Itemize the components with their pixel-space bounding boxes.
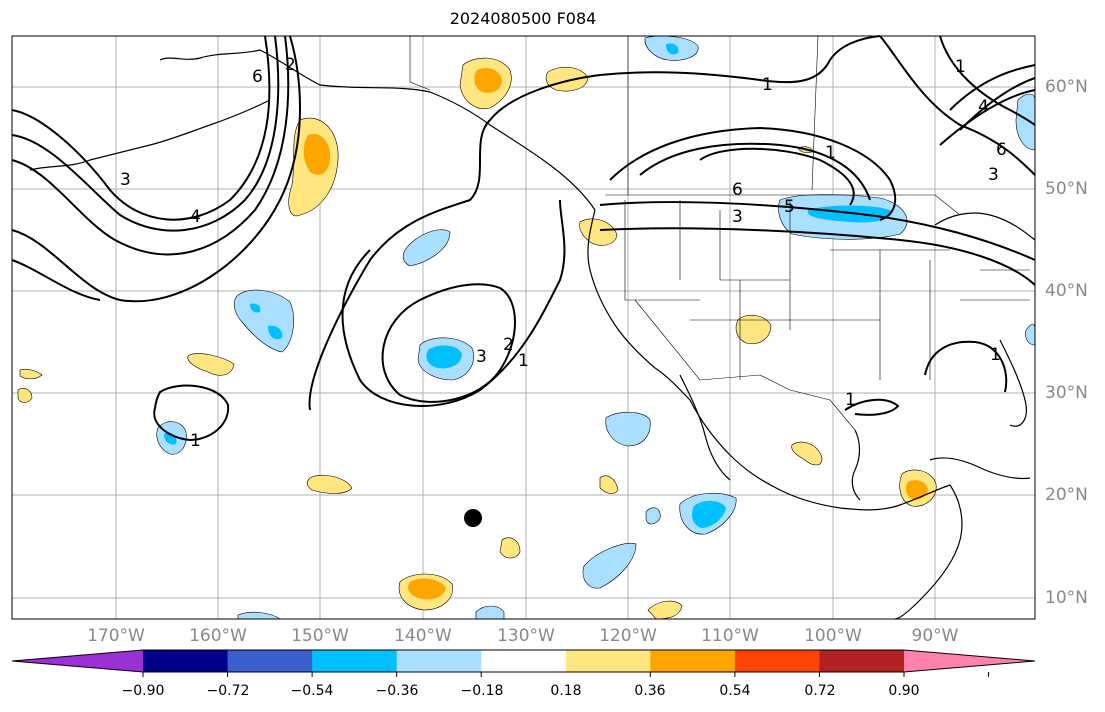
contour-label: 3 xyxy=(476,347,487,367)
colorbar-tick-label: 0.36 xyxy=(634,683,666,699)
lon-label: 90°W xyxy=(911,626,959,646)
colorbar-segment xyxy=(312,650,398,672)
contour-label: 4 xyxy=(190,207,201,227)
contour-label: 3 xyxy=(988,165,999,185)
positive-anomaly-core xyxy=(474,68,502,93)
contour-label: 1 xyxy=(762,75,773,95)
colorbar-segment xyxy=(734,650,820,672)
negative-anomaly-core xyxy=(426,345,462,369)
lat-label: 10°N xyxy=(1045,588,1088,608)
contour-label: 1 xyxy=(825,143,836,163)
positive-anomaly-region xyxy=(499,537,521,559)
negative-anomaly-region xyxy=(605,411,651,447)
colorbar-tick-label: 0.54 xyxy=(719,683,751,699)
negative-anomaly-region xyxy=(475,605,505,620)
positive-anomaly-core xyxy=(303,133,331,175)
colorbar xyxy=(11,649,1036,677)
lon-label: 150°W xyxy=(291,626,349,646)
contour-label: 3 xyxy=(120,170,131,190)
lon-label: 100°W xyxy=(804,626,862,646)
map-title: 2024080500 F084 xyxy=(449,9,597,28)
colorbar-tick-label: −0.54 xyxy=(290,683,334,699)
negative-anomaly-core xyxy=(250,303,261,313)
negative-anomaly-core xyxy=(692,500,726,528)
contour-label: 5 xyxy=(784,197,795,217)
lat-label: 60°N xyxy=(1045,77,1088,97)
positive-anomaly-region xyxy=(17,388,33,403)
negative-anomaly-region xyxy=(402,229,451,267)
negative-anomaly-region xyxy=(582,542,637,589)
positive-anomaly-region xyxy=(735,314,772,345)
lat-label: 30°N xyxy=(1045,383,1088,403)
lon-label: 110°W xyxy=(701,626,759,646)
colorbar-segment xyxy=(819,650,905,672)
contour-label: 1 xyxy=(990,345,1001,365)
contour-label: 6 xyxy=(732,180,743,200)
coastlines xyxy=(29,49,1036,620)
colorbar-tick-label: 0.72 xyxy=(804,683,836,699)
colorbar-tick-label: −0.36 xyxy=(375,683,419,699)
colorbar-segment xyxy=(481,650,567,672)
negative-anomaly-region xyxy=(645,507,661,525)
negative-anomaly-core xyxy=(268,325,283,340)
colorbar-extend-max xyxy=(904,650,1035,672)
colorbar-segment xyxy=(650,650,736,672)
contour-label-group: 3 4 6 2 1 6 3 5 1 1 4 6 3 3 2 1 1 1 1 xyxy=(120,55,1007,451)
colorbar-segment xyxy=(396,650,482,672)
location-marker xyxy=(464,509,482,527)
positive-anomaly-region xyxy=(599,475,619,494)
colorbar-segment xyxy=(227,650,313,672)
contour-label: 2 xyxy=(503,335,514,355)
colorbar-tick-label: −0.72 xyxy=(206,683,250,699)
political-borders xyxy=(409,35,1030,431)
anomaly-fills xyxy=(17,35,1036,620)
positive-anomaly-region xyxy=(187,353,235,376)
contour-label: 3 xyxy=(732,207,743,227)
lon-label: 160°W xyxy=(189,626,247,646)
contour-label: 1 xyxy=(955,57,966,77)
lon-label: 170°W xyxy=(87,626,145,646)
contour-label: 1 xyxy=(518,351,529,371)
positive-anomaly-core xyxy=(905,480,928,500)
lon-label: 120°W xyxy=(599,626,657,646)
lat-label: 20°N xyxy=(1045,485,1088,505)
negative-anomaly-core xyxy=(666,43,679,55)
colorbar-tick-label: −0.90 xyxy=(121,683,165,699)
positive-anomaly-region xyxy=(19,368,43,380)
colorbar-segment xyxy=(143,650,229,672)
colorbar-tick-label: 0.90 xyxy=(888,683,920,699)
contour-label: 6 xyxy=(996,140,1007,160)
colorbar-extend-min xyxy=(12,650,143,672)
contour-label: 1 xyxy=(845,390,856,410)
contour-label: 2 xyxy=(285,55,296,75)
contour-label: 6 xyxy=(252,67,263,87)
lat-label: 50°N xyxy=(1045,179,1088,199)
contour-label: 4 xyxy=(978,97,989,117)
positive-anomaly-region xyxy=(545,66,589,92)
colorbar-segment xyxy=(565,650,651,672)
contour-lines xyxy=(11,35,1036,442)
lon-label: 130°W xyxy=(497,626,555,646)
lon-label: 140°W xyxy=(394,626,452,646)
lat-label: 40°N xyxy=(1045,281,1088,301)
positive-anomaly-region xyxy=(791,441,823,466)
colorbar-tick-label: −0.18 xyxy=(460,683,504,699)
positive-anomaly-core xyxy=(408,578,446,600)
contour-label: 1 xyxy=(190,431,201,451)
positive-anomaly-region xyxy=(306,475,353,494)
colorbar-tick-label: 0.18 xyxy=(550,683,582,699)
map-border xyxy=(11,35,1036,620)
